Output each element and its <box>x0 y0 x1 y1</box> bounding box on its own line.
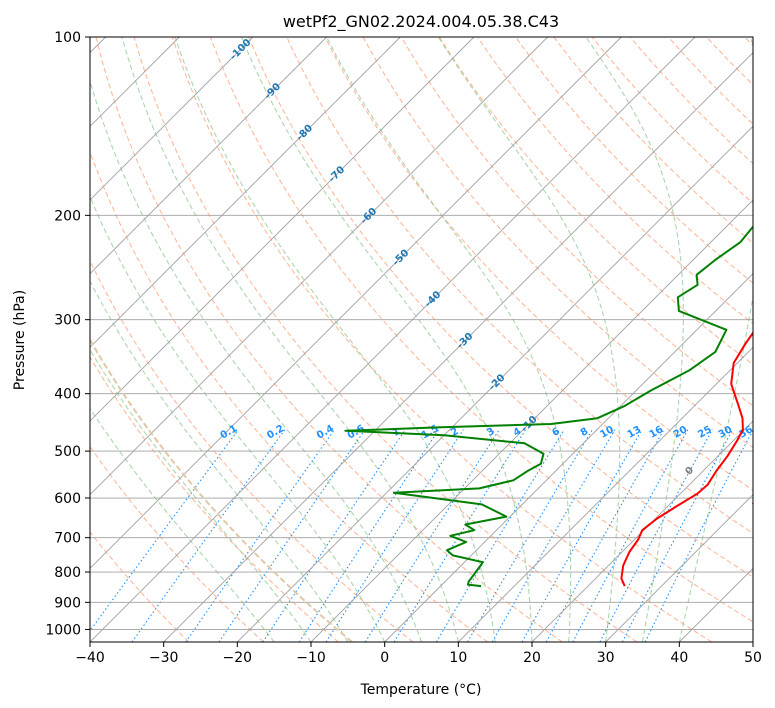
plot-background <box>90 37 753 642</box>
dry-adiabat <box>171 37 712 642</box>
dry-adiabat <box>591 37 753 204</box>
x-tick-label: −40 <box>75 650 105 666</box>
isotherm <box>237 125 753 642</box>
x-tick-label: −20 <box>223 650 253 666</box>
dry-adiabat <box>438 37 753 366</box>
y-tick-label: 200 <box>54 208 81 224</box>
moist-adiabat <box>240 37 533 642</box>
y-tick-label: 500 <box>54 444 81 460</box>
mixing-ratio-label: 3 <box>485 426 497 439</box>
moist-adiabat <box>90 348 312 642</box>
mixing-ratio-line <box>521 429 643 642</box>
moist-adiabat <box>437 37 621 642</box>
mixing-ratio-label: 6 <box>550 426 562 439</box>
dry-adiabat <box>324 37 753 491</box>
isotherm <box>384 273 753 642</box>
dry-adiabat <box>90 150 488 642</box>
mixing-ratio-line <box>393 429 527 642</box>
mixing-ratio-label: 8 <box>579 426 591 439</box>
mixing-ratio-line <box>364 429 500 642</box>
mixing-ratio-line <box>545 429 665 642</box>
dry-adiabat <box>209 37 753 623</box>
dry-adiabat <box>90 531 190 642</box>
x-tick-label: −10 <box>296 650 326 666</box>
isotherm <box>605 494 753 642</box>
y-tick-label: 1000 <box>45 622 81 638</box>
temperature-line <box>620 331 753 587</box>
chart-title: wetPf2_GN02.2024.004.05.38.C43 <box>283 12 559 32</box>
dewpoint-line <box>344 225 753 588</box>
y-tick-label: 900 <box>54 595 81 611</box>
axes: −40 −30 −20 −10 0 10 20 30 40 50 100 200 300 400 500 60… <box>45 30 762 666</box>
dry-adiabat <box>133 37 638 642</box>
x-tick-label: 10 <box>449 650 467 666</box>
dry-adiabat <box>400 37 753 407</box>
isotherm <box>90 37 327 275</box>
dry-adiabat <box>90 356 339 642</box>
y-tick-label: 800 <box>54 565 81 581</box>
mixing-ratio-label: 36 <box>737 424 755 441</box>
x-axis-label: Temperature (°C) <box>360 682 482 698</box>
mixing-ratio-line <box>262 429 406 642</box>
mixing-ratio-label: 2 <box>449 426 461 439</box>
y-tick-label: 400 <box>54 387 81 403</box>
mixing-ratio-line <box>218 429 366 642</box>
y-tick-label: 700 <box>54 531 81 547</box>
isotherm <box>90 37 622 569</box>
moist-adiabat <box>585 37 684 642</box>
x-tick-label: −30 <box>149 650 179 666</box>
isotherm <box>90 37 254 201</box>
moist-adiabat <box>90 279 349 642</box>
isotherm <box>90 37 401 348</box>
x-tick-label: 40 <box>670 650 688 666</box>
moist-adiabat <box>326 37 572 642</box>
y-tick-label: 300 <box>54 313 81 329</box>
mixing-ratio-line <box>572 429 689 642</box>
mixing-ratio-label: 4 <box>512 426 524 439</box>
x-tick-label: 30 <box>597 650 615 666</box>
mixing-ratio-line <box>435 429 565 642</box>
isotherm <box>310 199 753 642</box>
x-tick-label: 50 <box>744 650 762 666</box>
dry-adiabat <box>286 37 753 534</box>
plot-frame <box>89 36 754 643</box>
mixing-ratio-line <box>491 429 616 642</box>
isotherm <box>90 37 548 496</box>
dry-adiabat <box>248 37 753 578</box>
parcel-path <box>90 337 353 642</box>
mixing-ratio-line <box>467 429 593 642</box>
y-tick-label: 600 <box>54 491 81 507</box>
plot-area: -100-90-80-70-60-50-40-30-20-100.1 0.2 0.4… <box>90 37 768 642</box>
y-tick-label: 100 <box>54 30 81 46</box>
dry-adiabat <box>477 37 753 325</box>
isotherm <box>163 52 753 642</box>
x-tick-label: 0 <box>380 650 389 666</box>
dry-adiabat-label: 10 <box>750 494 768 512</box>
isotherm <box>752 641 753 642</box>
isotherm <box>90 37 475 422</box>
dry-adiabat <box>95 37 563 642</box>
moist-adiabat <box>121 37 459 642</box>
isotherm <box>90 37 696 642</box>
isotherm <box>458 346 753 642</box>
moist-adiabat <box>90 79 423 642</box>
y-axis-label: Pressure (hPa) <box>12 290 28 390</box>
mixing-ratio-line <box>185 429 335 642</box>
dry-adiabat <box>553 37 753 244</box>
dry-adiabat <box>90 259 414 642</box>
x-tick-label: 20 <box>523 650 541 666</box>
isotherm <box>531 420 753 642</box>
